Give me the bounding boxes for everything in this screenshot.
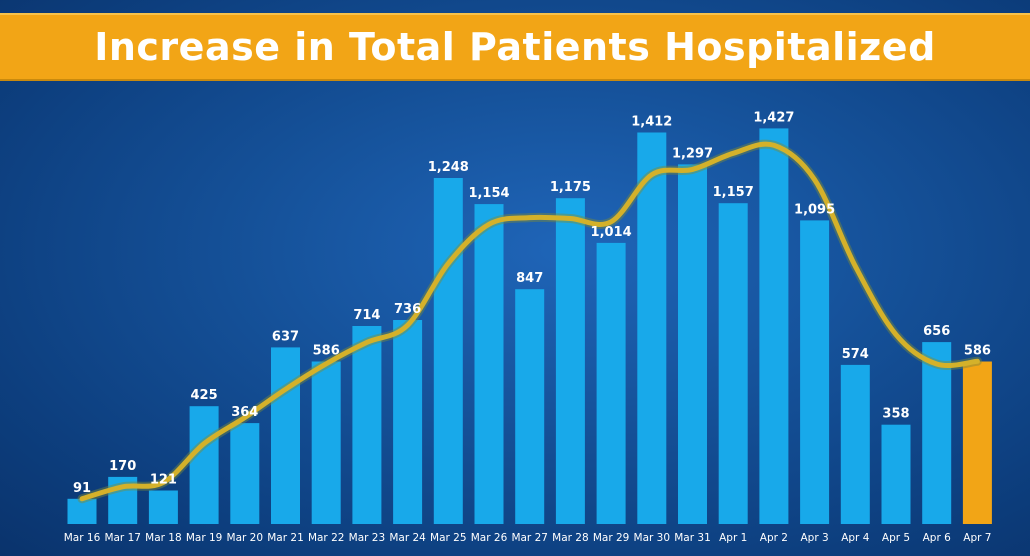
value-label: 736: [394, 302, 421, 317]
value-label: 574: [842, 347, 869, 362]
value-label: 1,427: [753, 110, 794, 125]
x-tick-label: Mar 24: [389, 532, 426, 544]
value-label: 1,157: [713, 185, 754, 200]
x-tick-label: Apr 3: [801, 532, 829, 544]
bar-apr-1: [718, 203, 748, 524]
bar-mar-19: [189, 406, 219, 524]
value-label: 1,412: [631, 115, 672, 130]
bar-mar-23: [352, 326, 382, 524]
x-axis-tick-labels: Mar 16 Mar 17 Mar 18 Mar 19 Mar 20 Mar 21 Mar …: [64, 532, 992, 544]
x-tick-label: Apr 7: [963, 532, 991, 544]
value-label: 1,154: [468, 186, 509, 201]
bar-mar-28: [555, 198, 585, 524]
x-tick-label: Mar 29: [593, 532, 630, 544]
x-tick-label: Mar 31: [674, 532, 711, 544]
x-tick-label: Mar 30: [634, 532, 671, 544]
chart-title: Increase in Total Patients Hospitalized: [94, 25, 936, 69]
value-label: 91: [73, 481, 91, 496]
bar-mar-16: [67, 498, 97, 524]
bar-apr-7: [962, 361, 992, 524]
value-label: 358: [882, 407, 909, 422]
value-label: 586: [964, 344, 991, 359]
x-tick-label: Mar 19: [186, 532, 223, 544]
bar-mar-27: [515, 289, 545, 524]
bar-mar-25: [433, 178, 463, 524]
trend-line-group: [77, 139, 982, 504]
bar-mar-30: [637, 132, 667, 524]
value-label: 121: [150, 473, 177, 488]
bar-apr-6: [922, 342, 952, 524]
x-tick-label: Apr 1: [719, 532, 747, 544]
value-label: 586: [313, 344, 340, 359]
value-label: 425: [191, 388, 218, 403]
bars-group: [67, 128, 992, 524]
bar-mar-24: [393, 320, 423, 524]
bar-mar-29: [596, 242, 626, 524]
value-label: 364: [231, 405, 258, 420]
x-tick-label: Mar 20: [227, 532, 264, 544]
x-tick-label: Mar 18: [145, 532, 182, 544]
value-label: 170: [109, 459, 136, 474]
value-label: 714: [353, 308, 380, 323]
bar-mar-20: [230, 423, 260, 524]
bar-mar-21: [271, 347, 300, 524]
x-tick-label: Apr 6: [923, 532, 952, 544]
value-label: 1,095: [794, 202, 835, 217]
value-label: 847: [516, 271, 543, 286]
bar-apr-3: [800, 220, 830, 524]
x-tick-label: Apr 5: [882, 532, 910, 544]
bar-apr-4: [840, 364, 870, 524]
bar-mar-18: [148, 490, 178, 524]
x-tick-label: Mar 23: [349, 532, 386, 544]
value-label: 1,175: [550, 180, 591, 195]
bar-apr-5: [881, 424, 911, 524]
value-label: 656: [923, 324, 950, 339]
x-tick-label: Mar 17: [104, 532, 141, 544]
value-label: 637: [272, 329, 299, 344]
x-tick-label: Apr 4: [841, 532, 870, 544]
value-labels-group: 91 170 121 425 364 637 586 714 736 1,248 1,154 847 1…: [73, 110, 991, 495]
x-tick-label: Mar 16: [64, 532, 101, 544]
bar-mar-22: [311, 361, 341, 524]
x-tick-label: Apr 2: [760, 532, 788, 544]
value-label: 1,248: [428, 160, 469, 175]
x-tick-label: Mar 28: [552, 532, 589, 544]
trend-line: [79, 141, 980, 502]
value-label: 1,297: [672, 146, 713, 161]
bar-apr-2: [759, 128, 789, 524]
x-tick-label: Mar 27: [511, 532, 548, 544]
x-tick-label: Mar 26: [471, 532, 508, 544]
x-tick-label: Mar 25: [430, 532, 467, 544]
x-tick-label: Mar 21: [267, 532, 304, 544]
x-tick-label: Mar 22: [308, 532, 345, 544]
bar-mar-26: [474, 204, 504, 524]
title-banner: Increase in Total Patients Hospitalized: [0, 13, 1030, 81]
value-label: 1,014: [591, 225, 632, 240]
bar-mar-31: [678, 164, 707, 524]
